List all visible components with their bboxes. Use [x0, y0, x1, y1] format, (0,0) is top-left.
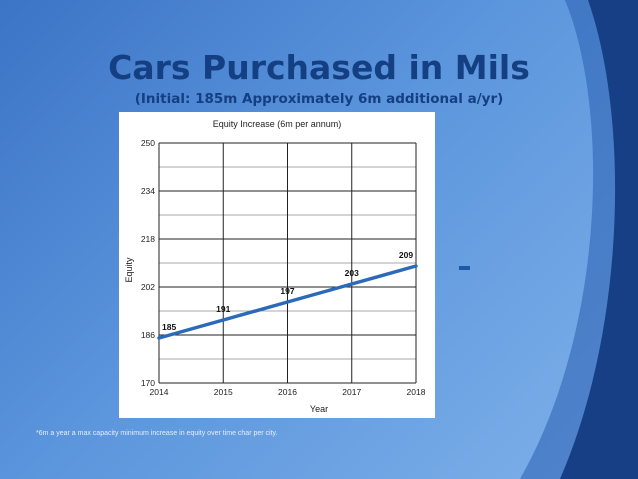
y-axis-label: Equity: [124, 257, 134, 283]
data-label: 191: [216, 304, 230, 314]
data-labels: 185 191 197 203 209: [162, 250, 413, 332]
series-group: [157, 264, 418, 340]
data-label: 203: [345, 268, 359, 278]
data-label: 209: [399, 250, 413, 260]
y-tick-label: 170: [141, 378, 155, 388]
dash-marker: [459, 266, 470, 270]
x-axis-label: Year: [310, 404, 328, 414]
y-tick-label: 250: [141, 138, 155, 148]
major-gridlines: [158, 142, 417, 384]
data-label: 185: [162, 322, 176, 332]
y-axis-ticks: 170 186 202 218 234 250: [141, 138, 155, 388]
x-tick-label: 2015: [214, 387, 233, 397]
footnote: *6m a year a max capacity minimum increa…: [36, 430, 278, 437]
series-line: [157, 264, 418, 340]
y-tick-label: 202: [141, 282, 155, 292]
y-tick-label: 234: [141, 186, 155, 196]
chart-title: Equity Increase (6m per annum): [213, 119, 342, 129]
x-tick-label: 2017: [342, 387, 361, 397]
x-tick-label: 2018: [407, 387, 426, 397]
x-tick-label: 2016: [278, 387, 297, 397]
slide-title: Cars Purchased in Mils: [108, 48, 530, 87]
y-tick-label: 186: [141, 330, 155, 340]
x-tick-label: 2014: [150, 387, 169, 397]
y-tick-label: 218: [141, 234, 155, 244]
slide-subtitle: (Initial: 185m Approximately 6m addition…: [134, 91, 504, 107]
data-label: 197: [280, 286, 294, 296]
x-axis-ticks: 2014 2015 2016 2017 2018: [150, 387, 426, 397]
chart-panel: 170 186 202 218 234 250 2014 2015 2016 2017 2018 …: [119, 112, 435, 418]
